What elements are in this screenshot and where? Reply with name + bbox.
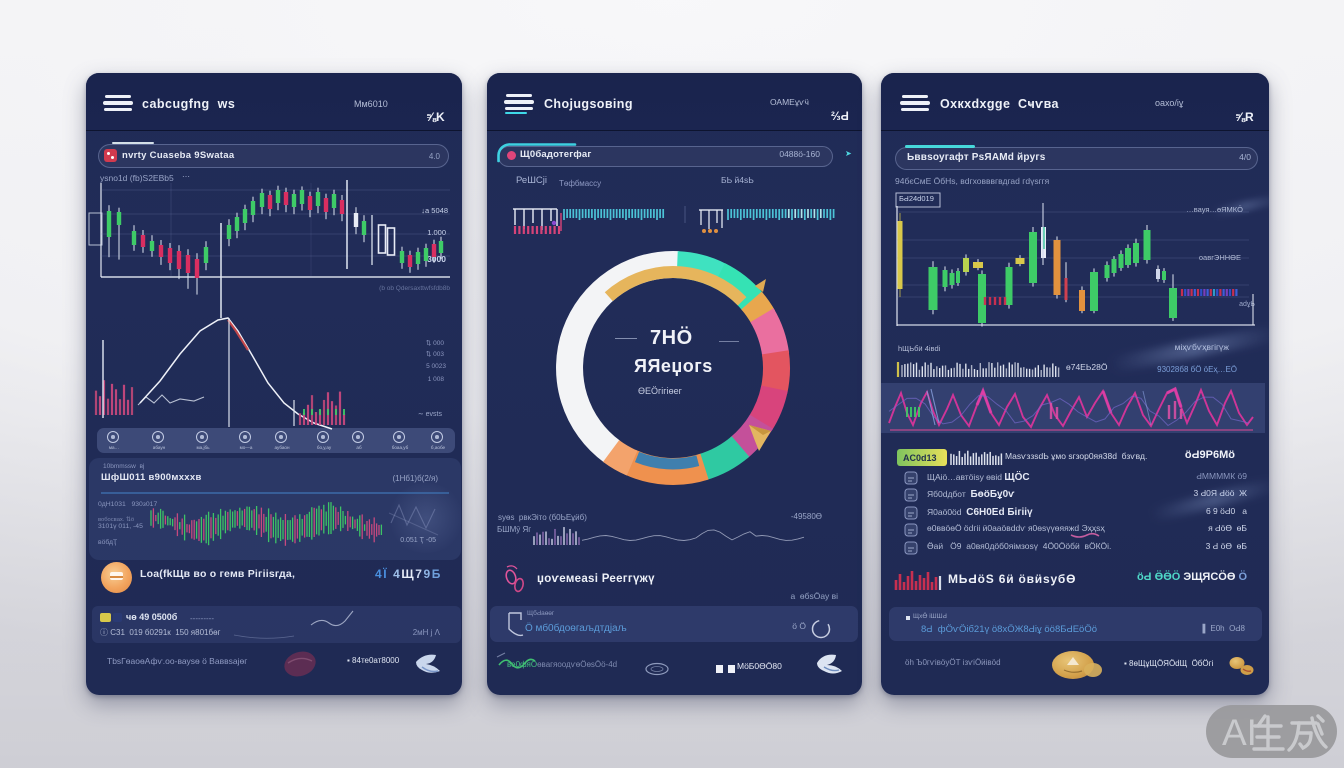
svg-text:AC0d13: AC0d13	[903, 453, 937, 463]
